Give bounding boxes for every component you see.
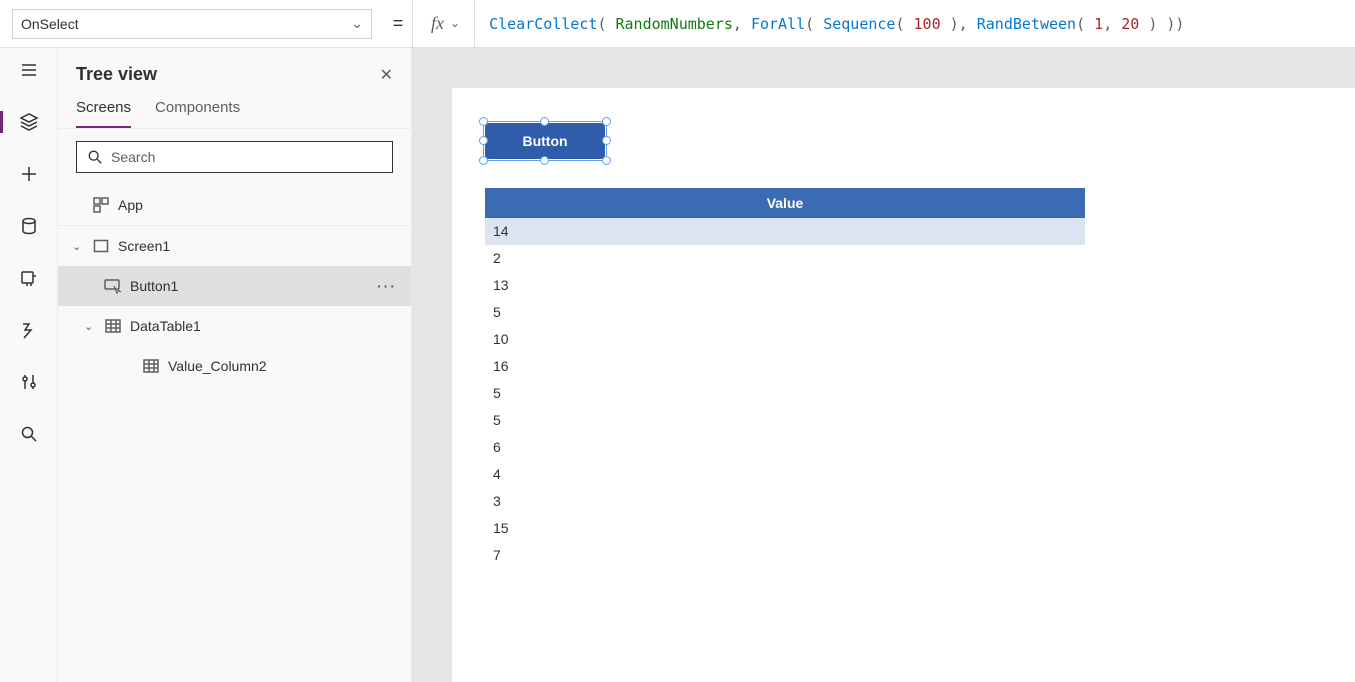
flows-icon[interactable] <box>17 318 41 342</box>
datatable-row[interactable]: 5 <box>485 380 1085 407</box>
formula-token: 20 <box>1121 15 1139 33</box>
datatable-row[interactable]: 2 <box>485 245 1085 272</box>
main-layout: Tree view ✕ Screens Components App ⌄ <box>0 48 1355 682</box>
tree-item-screen[interactable]: ⌄ Screen1 <box>58 226 411 266</box>
left-rail <box>0 48 58 682</box>
settings-icon[interactable] <box>17 370 41 394</box>
tree: App ⌄ Screen1 Button1 ··· ⌄ <box>58 185 411 682</box>
formula-token: ) )) <box>1139 15 1184 33</box>
property-dropdown-value: OnSelect <box>21 16 79 32</box>
property-dropdown[interactable]: OnSelect ⌄ <box>12 9 372 39</box>
data-icon[interactable] <box>17 214 41 238</box>
tree-view-panel: Tree view ✕ Screens Components App ⌄ <box>58 48 412 682</box>
tree-view-icon[interactable] <box>17 110 41 134</box>
formula-token: ( <box>895 15 913 33</box>
search-wrap <box>58 129 411 185</box>
tree-item-label: App <box>118 197 143 213</box>
formula-input-wrap: fx ⌄ ClearCollect( RandomNumbers, ForAll… <box>412 0 1355 47</box>
search-box[interactable] <box>76 141 393 173</box>
formula-token: ForAll <box>751 15 805 33</box>
formula-token: 1 <box>1094 15 1103 33</box>
canvas-button-control[interactable]: Button <box>485 123 605 159</box>
app-icon <box>92 196 110 214</box>
formula-token: , <box>733 15 751 33</box>
canvas-area: Button Value 142135101655643157 <box>412 48 1355 682</box>
search-icon <box>87 149 103 165</box>
formula-token: RandomNumbers <box>616 15 733 33</box>
formula-token: RandBetween <box>977 15 1076 33</box>
datatable-body: 142135101655643157 <box>485 218 1085 569</box>
table-icon <box>142 357 160 375</box>
tree-item-column[interactable]: Value_Column2 <box>58 346 411 386</box>
formula-token: ( <box>597 15 615 33</box>
screen-icon <box>92 237 110 255</box>
formula-bar: OnSelect ⌄ = fx ⌄ ClearCollect( RandomNu… <box>0 0 1355 48</box>
datatable-row[interactable]: 4 <box>485 461 1085 488</box>
datatable-row[interactable]: 14 <box>485 218 1085 245</box>
panel-title: Tree view <box>76 64 157 85</box>
datatable-row[interactable]: 7 <box>485 542 1085 569</box>
datatable-row[interactable]: 10 <box>485 326 1085 353</box>
formula-input[interactable]: ClearCollect( RandomNumbers, ForAll( Seq… <box>475 15 1355 33</box>
tab-components[interactable]: Components <box>155 93 240 128</box>
tree-item-label: Button1 <box>130 278 178 294</box>
chevron-down-icon: ⌄ <box>351 15 363 32</box>
fx-icon: fx <box>431 13 444 34</box>
button-icon <box>104 277 122 295</box>
canvas-datatable[interactable]: Value 142135101655643157 <box>485 188 1085 569</box>
datatable-row[interactable]: 5 <box>485 299 1085 326</box>
canvas[interactable]: Button Value 142135101655643157 <box>452 88 1355 682</box>
formula-token: ( <box>805 15 823 33</box>
tree-item-label: DataTable1 <box>130 318 201 334</box>
tree-item-label: Value_Column2 <box>168 358 267 374</box>
panel-tabs: Screens Components <box>58 93 411 129</box>
formula-token: 100 <box>914 15 941 33</box>
formula-token: Sequence <box>823 15 895 33</box>
canvas-button-label: Button <box>522 133 567 149</box>
panel-header: Tree view ✕ <box>58 48 411 93</box>
tree-item-label: Screen1 <box>118 238 170 254</box>
insert-icon[interactable] <box>17 162 41 186</box>
chevron-down-icon: ⌄ <box>450 16 460 31</box>
chevron-down-icon: ⌄ <box>72 240 84 253</box>
chevron-down-icon: ⌄ <box>84 320 96 333</box>
datatable-row[interactable]: 3 <box>485 488 1085 515</box>
datatable-header[interactable]: Value <box>485 188 1085 218</box>
tree-item-datatable[interactable]: ⌄ DataTable1 <box>58 306 411 346</box>
datatable-row[interactable]: 16 <box>485 353 1085 380</box>
fx-button[interactable]: fx ⌄ <box>413 0 475 47</box>
search-icon[interactable] <box>17 422 41 446</box>
media-icon[interactable] <box>17 266 41 290</box>
close-icon[interactable]: ✕ <box>380 65 393 85</box>
formula-token: , <box>1103 15 1121 33</box>
formula-token: ClearCollect <box>489 15 597 33</box>
datatable-row[interactable]: 6 <box>485 434 1085 461</box>
datatable-row[interactable]: 15 <box>485 515 1085 542</box>
datatable-row[interactable]: 5 <box>485 407 1085 434</box>
formula-token: ), <box>941 15 977 33</box>
tree-item-button[interactable]: Button1 ··· <box>58 266 411 306</box>
table-icon <box>104 317 122 335</box>
tree-item-app[interactable]: App <box>58 185 411 225</box>
hamburger-icon[interactable] <box>17 58 41 82</box>
tab-screens[interactable]: Screens <box>76 93 131 128</box>
equals-label: = <box>384 13 412 34</box>
formula-token: ( <box>1076 15 1094 33</box>
search-input[interactable] <box>111 149 382 165</box>
datatable-row[interactable]: 13 <box>485 272 1085 299</box>
more-icon[interactable]: ··· <box>377 278 397 294</box>
